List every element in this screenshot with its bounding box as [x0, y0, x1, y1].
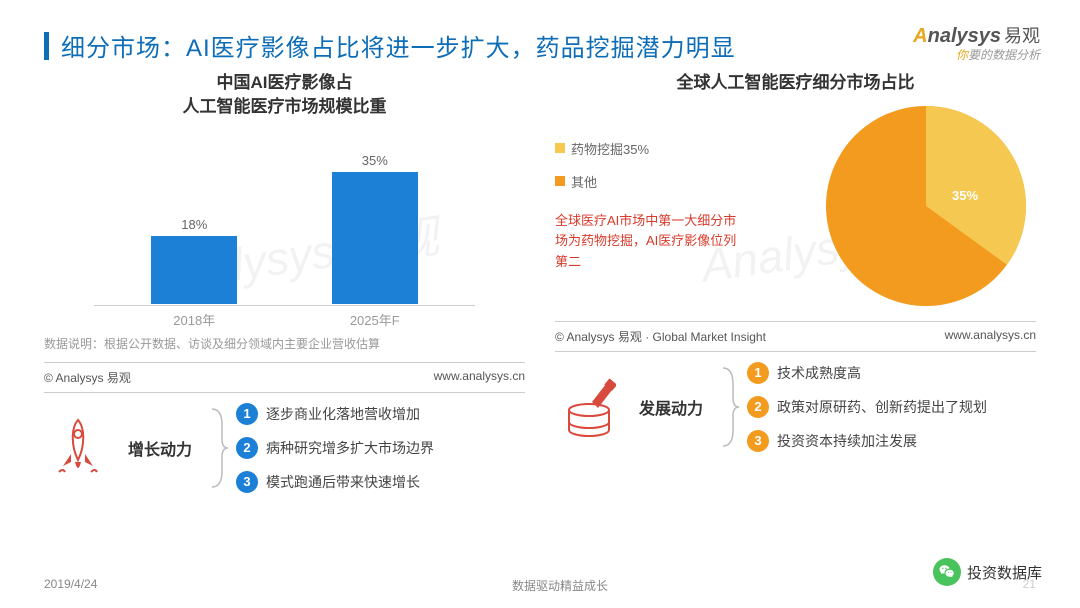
bracket-icon: [208, 403, 228, 493]
page-title: 细分市场：AI医疗影像占比将进一步扩大，药品挖掘潜力明显: [61, 28, 736, 63]
right-source-row: © Analysys 易观 · Global Market Insightwww…: [555, 321, 1036, 352]
bar-value-0: 18%: [181, 217, 207, 232]
title-accent-bar: [44, 32, 49, 60]
database-brush-icon: [555, 370, 623, 444]
rocket-icon: [44, 411, 112, 485]
right-driver-list: 1技术成熟度高 2政策对原研药、创新药提出了规划 3投资资本持续加注发展: [747, 362, 1036, 452]
left-source-row: © Analysys 易观www.analysys.cn: [44, 362, 525, 393]
bar-xaxis: 2018年 2025年F: [44, 306, 525, 329]
wechat-label: 投资数据库: [967, 562, 1042, 583]
list-item: 2病种研究增多扩大市场边界: [236, 437, 525, 459]
legend-item: 其他: [555, 172, 806, 191]
left-chart-title: 中国AI医疗影像占人工智能医疗市场规模比重: [44, 71, 525, 119]
list-item: 1技术成熟度高: [747, 362, 1036, 384]
page-footer: 2019/4/24 数据驱动精益成长 21: [44, 577, 1036, 594]
left-panel: 中国AI医疗影像占人工智能医疗市场规模比重 18% 35% 2018年 2025…: [44, 71, 525, 501]
left-driver-list: 1逐步商业化落地营收增加 2病种研究增多扩大市场边界 3模式跑通后带来快速增长: [236, 403, 525, 493]
list-item: 3模式跑通后带来快速增长: [236, 471, 525, 493]
legend-item: 药物挖掘35%: [555, 139, 806, 158]
list-item: 2政策对原研药、创新药提出了规划: [747, 396, 1036, 418]
wechat-overlay: 投资数据库: [925, 554, 1050, 590]
pie-chart: 35%: [816, 96, 1036, 316]
list-item: 3投资资本持续加注发展: [747, 430, 1036, 452]
right-driver-heading: 发展动力: [631, 395, 711, 419]
right-panel: 全球人工智能医疗细分市场占比 药物挖掘35% 其他 全球医疗AI市场中第一大细分…: [555, 71, 1036, 501]
pie-slice-label: 35%: [952, 188, 978, 203]
bar-0: [151, 236, 237, 304]
data-source-note: 数据说明：根据公开数据、访谈及细分领域内主要企业营收估算: [44, 335, 525, 352]
list-item: 1逐步商业化落地营收增加: [236, 403, 525, 425]
brand-logo: Analysys易观 你要的数据分析: [890, 22, 1040, 63]
highlight-note: 全球医疗AI市场中第一大细分市场为药物挖掘，AI医疗影像位列第二: [555, 211, 745, 273]
right-chart-title: 全球人工智能医疗细分市场占比: [555, 71, 1036, 95]
bracket-icon: [719, 362, 739, 452]
bar-chart: 18% 35%: [44, 125, 525, 305]
bar-value-1: 35%: [362, 153, 388, 168]
wechat-icon: [933, 558, 961, 586]
bar-1: [332, 172, 418, 303]
left-driver-heading: 增长动力: [120, 436, 200, 460]
